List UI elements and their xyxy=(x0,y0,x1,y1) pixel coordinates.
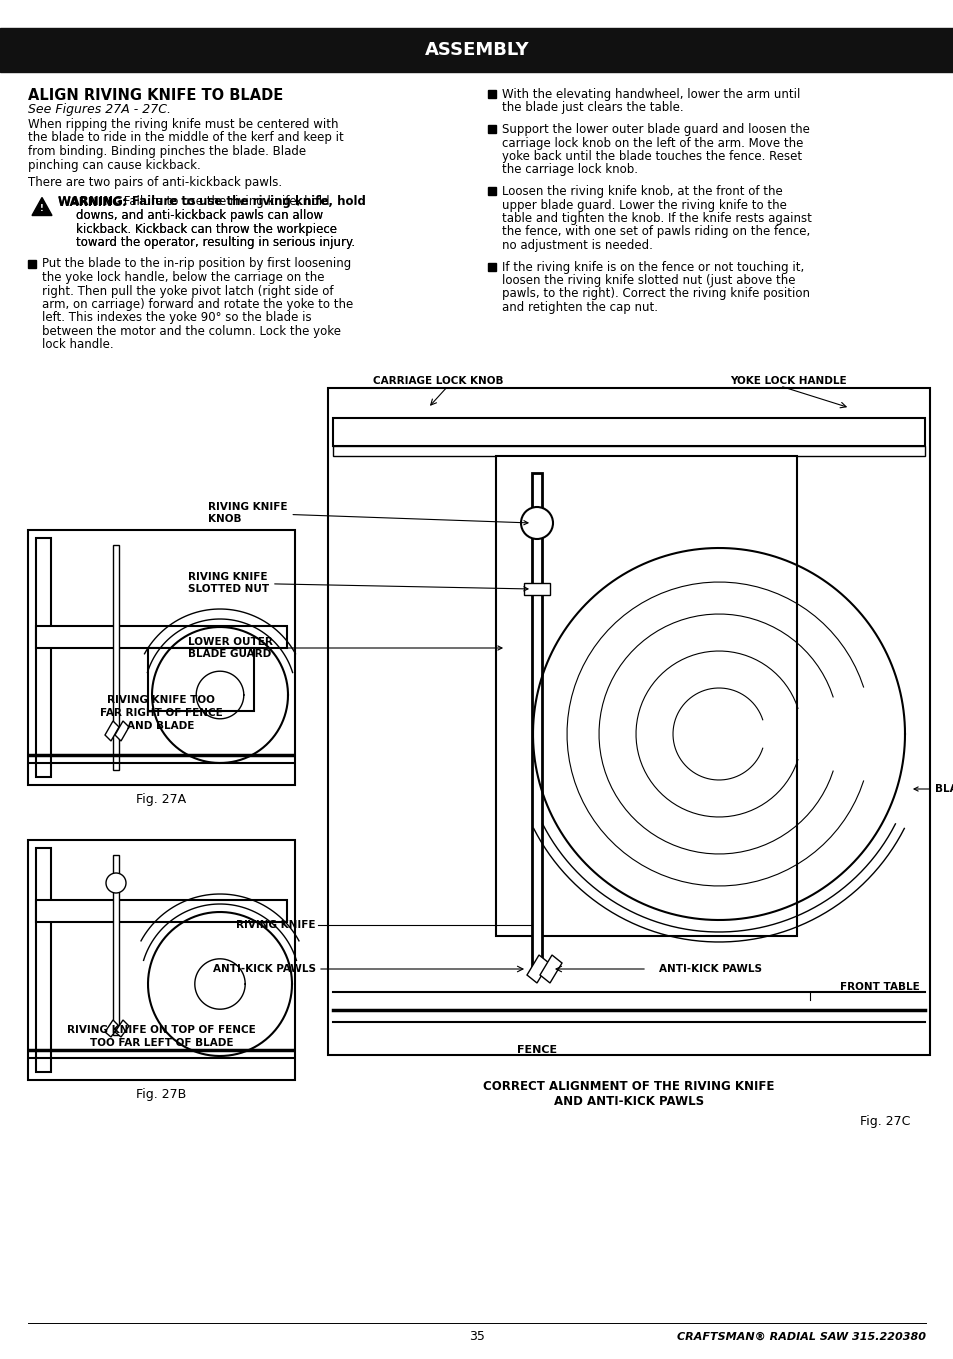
Bar xyxy=(532,473,541,974)
Text: lock handle.: lock handle. xyxy=(42,338,113,352)
Polygon shape xyxy=(526,955,548,983)
Text: ANTI-KICK PAWLS: ANTI-KICK PAWLS xyxy=(213,964,315,974)
Text: left. This indexes the yoke 90° so the blade is: left. This indexes the yoke 90° so the b… xyxy=(42,311,312,325)
Bar xyxy=(523,583,550,595)
Bar xyxy=(36,848,51,1072)
Text: table and tighten the knob. If the knife rests against: table and tighten the knob. If the knife… xyxy=(501,212,811,226)
Bar xyxy=(148,648,253,711)
Text: TOO FAR LEFT OF BLADE: TOO FAR LEFT OF BLADE xyxy=(90,1038,233,1048)
Text: AND ANTI-KICK PAWLS: AND ANTI-KICK PAWLS xyxy=(554,1095,703,1108)
Text: FENCE: FENCE xyxy=(517,1045,557,1055)
Text: between the motor and the column. Lock the yoke: between the motor and the column. Lock t… xyxy=(42,325,340,338)
Text: Put the blade to the in-rip position by first loosening: Put the blade to the in-rip position by … xyxy=(42,257,351,270)
Text: downs, and anti-kickback pawls can allow: downs, and anti-kickback pawls can allow xyxy=(76,209,323,222)
Text: pawls, to the right). Correct the riving knife position: pawls, to the right). Correct the riving… xyxy=(501,288,809,300)
Bar xyxy=(496,457,796,936)
Text: CARRIAGE LOCK KNOB: CARRIAGE LOCK KNOB xyxy=(373,376,503,386)
Text: RIVING KNIFE TOO: RIVING KNIFE TOO xyxy=(107,694,214,705)
Bar xyxy=(112,855,119,1036)
Text: Support the lower outer blade guard and loosen the: Support the lower outer blade guard and … xyxy=(501,124,809,136)
Text: !: ! xyxy=(40,204,44,213)
Polygon shape xyxy=(115,722,129,741)
Text: Failure to use the riving knife, hold: Failure to use the riving knife, hold xyxy=(120,196,330,208)
Text: kickback. Kickback can throw the workpiece: kickback. Kickback can throw the workpie… xyxy=(76,223,336,235)
Text: no adjustment is needed.: no adjustment is needed. xyxy=(501,239,652,251)
Circle shape xyxy=(106,872,126,893)
Text: ASSEMBLY: ASSEMBLY xyxy=(424,41,529,58)
Bar xyxy=(0,29,953,72)
Bar xyxy=(488,90,496,98)
Text: the blade to ride in the middle of the kerf and keep it: the blade to ride in the middle of the k… xyxy=(28,132,343,144)
Text: There are two pairs of anti-kickback pawls.: There are two pairs of anti-kickback paw… xyxy=(28,177,282,189)
Text: With the elevating handwheel, lower the arm until: With the elevating handwheel, lower the … xyxy=(501,88,800,101)
Text: downs, and anti-kickback pawls can allow: downs, and anti-kickback pawls can allow xyxy=(76,209,323,222)
Text: yoke back until the blade touches the fence. Reset: yoke back until the blade touches the fe… xyxy=(501,149,801,163)
Bar xyxy=(36,900,287,921)
Text: WARNING:: WARNING: xyxy=(58,196,128,208)
Text: the blade just clears the table.: the blade just clears the table. xyxy=(501,102,683,114)
Text: Fig. 27C: Fig. 27C xyxy=(859,1114,909,1128)
Text: arm, on carriage) forward and rotate the yoke to the: arm, on carriage) forward and rotate the… xyxy=(42,298,353,311)
Polygon shape xyxy=(32,197,52,216)
Text: LOWER OUTER
BLADE GUARD: LOWER OUTER BLADE GUARD xyxy=(188,637,501,659)
Text: 35: 35 xyxy=(469,1330,484,1344)
Text: from binding. Binding pinches the blade. Blade: from binding. Binding pinches the blade.… xyxy=(28,145,306,158)
Text: FAR RIGHT OF FENCE: FAR RIGHT OF FENCE xyxy=(99,708,222,718)
Bar xyxy=(28,840,294,1080)
Text: CORRECT ALIGNMENT OF THE RIVING KNIFE: CORRECT ALIGNMENT OF THE RIVING KNIFE xyxy=(483,1080,774,1093)
Text: upper blade guard. Lower the riving knife to the: upper blade guard. Lower the riving knif… xyxy=(501,198,786,212)
Bar xyxy=(28,260,36,268)
Polygon shape xyxy=(105,722,119,741)
Text: right. Then pull the yoke pivot latch (right side of: right. Then pull the yoke pivot latch (r… xyxy=(42,284,334,298)
Text: carriage lock knob on the left of the arm. Move the: carriage lock knob on the left of the ar… xyxy=(501,136,802,149)
Text: RIVING KNIFE ON TOP OF FENCE: RIVING KNIFE ON TOP OF FENCE xyxy=(67,1025,255,1036)
Text: AND BLADE: AND BLADE xyxy=(127,722,194,731)
Text: the carriage lock knob.: the carriage lock knob. xyxy=(501,163,638,177)
Text: YOKE LOCK HANDLE: YOKE LOCK HANDLE xyxy=(729,376,845,386)
Text: If the riving knife is on the fence or not touching it,: If the riving knife is on the fence or n… xyxy=(501,261,803,273)
Text: Fig. 27A: Fig. 27A xyxy=(136,794,187,806)
Text: FRONT TABLE: FRONT TABLE xyxy=(840,983,919,992)
Text: and retighten the cap nut.: and retighten the cap nut. xyxy=(501,300,658,314)
Bar xyxy=(488,188,496,194)
Text: loosen the riving knife slotted nut (just above the: loosen the riving knife slotted nut (jus… xyxy=(501,275,795,287)
Text: RIVING KNIFE
SLOTTED NUT: RIVING KNIFE SLOTTED NUT xyxy=(188,572,527,594)
Polygon shape xyxy=(539,955,561,983)
Text: CRAFTSMAN® RADIAL SAW 315.220380: CRAFTSMAN® RADIAL SAW 315.220380 xyxy=(677,1332,925,1341)
Bar xyxy=(112,545,119,771)
Text: kickback. Kickback can throw the workpiece: kickback. Kickback can throw the workpie… xyxy=(76,223,336,235)
Bar xyxy=(488,262,496,270)
Text: WARNING: Failure to use the riving knife, hold: WARNING: Failure to use the riving knife… xyxy=(58,196,366,208)
Text: Fig. 27B: Fig. 27B xyxy=(136,1089,187,1101)
Text: When ripping the riving knife must be centered with: When ripping the riving knife must be ce… xyxy=(28,118,338,130)
Bar xyxy=(333,446,924,457)
Bar xyxy=(28,530,294,786)
Text: Loosen the riving knife knob, at the front of the: Loosen the riving knife knob, at the fro… xyxy=(501,185,781,198)
Bar xyxy=(488,125,496,133)
Bar xyxy=(328,389,929,1055)
Text: toward the operator, resulting in serious injury.: toward the operator, resulting in seriou… xyxy=(76,236,355,249)
Bar xyxy=(333,419,924,446)
Bar xyxy=(36,538,51,777)
Text: ALIGN RIVING KNIFE TO BLADE: ALIGN RIVING KNIFE TO BLADE xyxy=(28,88,283,103)
Text: pinching can cause kickback.: pinching can cause kickback. xyxy=(28,159,200,171)
Text: RIVING KNIFE: RIVING KNIFE xyxy=(236,920,315,930)
Text: ANTI-KICK PAWLS: ANTI-KICK PAWLS xyxy=(659,964,761,974)
Polygon shape xyxy=(115,1021,129,1037)
Text: See Figures 27A - 27C.: See Figures 27A - 27C. xyxy=(28,103,171,116)
Text: the fence, with one set of pawls riding on the fence,: the fence, with one set of pawls riding … xyxy=(501,226,809,238)
Bar xyxy=(36,626,287,648)
Text: RIVING KNIFE
KNOB: RIVING KNIFE KNOB xyxy=(208,503,527,525)
Polygon shape xyxy=(105,1021,119,1037)
Text: toward the operator, resulting in serious injury.: toward the operator, resulting in seriou… xyxy=(76,236,355,249)
Text: the yoke lock handle, below the carriage on the: the yoke lock handle, below the carriage… xyxy=(42,270,324,284)
Circle shape xyxy=(520,507,553,540)
Text: BLADE GUARD: BLADE GUARD xyxy=(913,784,953,794)
